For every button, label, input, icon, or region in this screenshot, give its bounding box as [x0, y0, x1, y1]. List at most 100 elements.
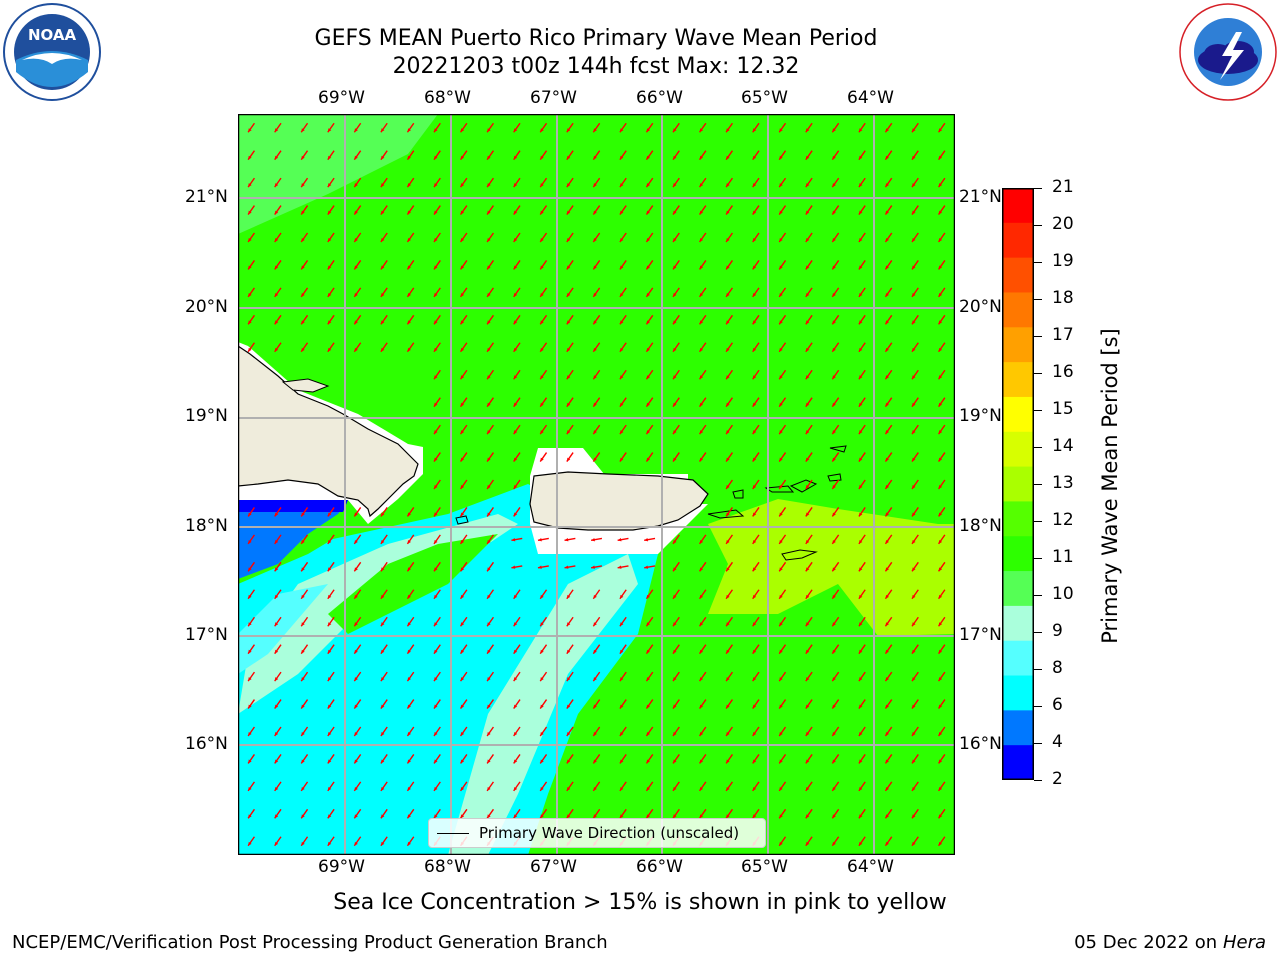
- wave-arrow-head: [858, 320, 863, 325]
- wave-arrow-head: [248, 155, 252, 160]
- wave-arrow-head: [646, 375, 650, 380]
- wave-arrow-head: [805, 622, 810, 627]
- wave-arrow-head: [487, 457, 491, 462]
- colorbar-tick-label: 4: [1052, 732, 1063, 752]
- colorbar-segment: [1002, 710, 1034, 746]
- wave-arrow-head: [434, 128, 438, 133]
- wave-arrow-head: [380, 210, 385, 215]
- wave-arrow-head: [885, 649, 889, 654]
- wave-arrow-head: [301, 677, 305, 682]
- wave-arrow-head: [407, 265, 411, 270]
- wave-arrow-head: [487, 430, 491, 435]
- wave-arrow-head: [619, 622, 624, 627]
- wave-arrow-head: [938, 375, 943, 380]
- wave-arrow-head: [407, 677, 411, 682]
- wave-arrow-head: [752, 539, 757, 544]
- wave-arrow-head: [540, 347, 544, 352]
- period-field-10s-north: [238, 114, 438, 234]
- wave-arrow-head: [248, 512, 252, 517]
- wave-arrow-head: [487, 677, 491, 682]
- wave-arrow-head: [540, 375, 544, 380]
- wave-arrow-head: [617, 538, 622, 542]
- wave-arrow-head: [407, 238, 411, 243]
- wave-arrow-head: [699, 155, 704, 160]
- wave-arrow-head: [460, 210, 465, 215]
- wave-arrow-head: [513, 402, 518, 407]
- wave-arrow-head: [513, 485, 518, 490]
- wave-arrow-head: [513, 155, 518, 160]
- wave-arrow-head: [805, 732, 810, 737]
- colorbar-segment: [1002, 362, 1034, 398]
- wave-arrow-head: [938, 759, 943, 764]
- wave-arrow-head: [673, 430, 677, 435]
- wave-arrow-head: [593, 375, 597, 380]
- wave-arrow-head: [885, 457, 889, 462]
- wave-arrow-head: [779, 732, 783, 737]
- wave-arrow-head: [407, 814, 411, 819]
- wave-arrow-head: [646, 183, 650, 188]
- wave-arrow-head: [646, 155, 650, 160]
- wave-arrow-head: [832, 677, 836, 682]
- wave-arrow-head: [644, 538, 649, 542]
- wave-arrow-head: [832, 155, 836, 160]
- wave-arrow-head: [858, 814, 863, 819]
- wave-arrow-head: [434, 183, 438, 188]
- wave-arrow-head: [460, 347, 465, 352]
- wave-arrow-head: [752, 622, 757, 627]
- wave-arrow-head: [513, 677, 518, 682]
- wave-arrow-head: [885, 512, 889, 517]
- wave-arrow-head: [380, 622, 385, 627]
- lat-label-left: 17°N: [185, 625, 228, 645]
- wave-arrow-head: [274, 841, 279, 846]
- wave-arrow-head: [354, 622, 358, 627]
- wave-arrow-head: [699, 265, 704, 270]
- wave-arrow-head: [434, 485, 438, 490]
- wave-arrow-head: [407, 320, 411, 325]
- wave-arrow-head: [673, 567, 677, 572]
- wave-arrow-head: [354, 265, 358, 270]
- wave-arrow-head: [593, 732, 597, 737]
- wave-arrow-head: [832, 594, 836, 599]
- wave-arrow-head: [380, 512, 385, 517]
- wave-arrow-head: [619, 430, 624, 435]
- wave-arrow-head: [248, 732, 252, 737]
- wave-arrow-head: [699, 238, 704, 243]
- wave-arrow-head: [938, 155, 943, 160]
- wave-arrow-head: [805, 457, 810, 462]
- colorbar-tick-mark: [1034, 187, 1042, 189]
- lon-label-top: 67°W: [530, 88, 577, 108]
- lon-label-bottom: 66°W: [636, 857, 683, 877]
- wave-arrow-head: [354, 732, 358, 737]
- wave-arrow-head: [487, 292, 491, 297]
- wave-arrow-head: [380, 320, 385, 325]
- wave-arrow-head: [805, 210, 810, 215]
- wave-arrow-head: [938, 704, 943, 709]
- wave-arrow-head: [407, 622, 411, 627]
- wave-arrow-head: [805, 512, 810, 517]
- wave-arrow-head: [646, 814, 650, 819]
- wave-arrow-head: [593, 265, 597, 270]
- wave-arrow-head: [566, 677, 571, 682]
- wave-arrow-head: [511, 565, 516, 569]
- wave-arrow-head: [274, 732, 279, 737]
- colorbar-tick-label: 13: [1052, 473, 1074, 493]
- wave-arrow-head: [301, 265, 305, 270]
- run-date: 05 Dec 2022 on Hera: [1074, 932, 1266, 953]
- wave-arrow-head: [885, 786, 889, 791]
- wave-arrow-head: [912, 841, 916, 846]
- wave-arrow-head: [274, 183, 279, 188]
- wave-arrow-head: [752, 457, 757, 462]
- lat-label-left: 21°N: [185, 187, 228, 207]
- wave-arrow-head: [327, 567, 332, 572]
- wave-arrow-head: [858, 539, 863, 544]
- wave-arrow-head: [487, 128, 491, 133]
- wave-arrow-head: [885, 704, 889, 709]
- wave-arrow-head: [407, 732, 411, 737]
- wave-arrow-head: [912, 430, 916, 435]
- wave-arrow-head: [938, 292, 943, 297]
- wave-arrow-head: [885, 183, 889, 188]
- wave-arrow-head: [407, 649, 411, 654]
- wave-arrow-head: [327, 786, 332, 791]
- wave-arrow-head: [779, 430, 783, 435]
- wave-arrow-head: [540, 732, 544, 737]
